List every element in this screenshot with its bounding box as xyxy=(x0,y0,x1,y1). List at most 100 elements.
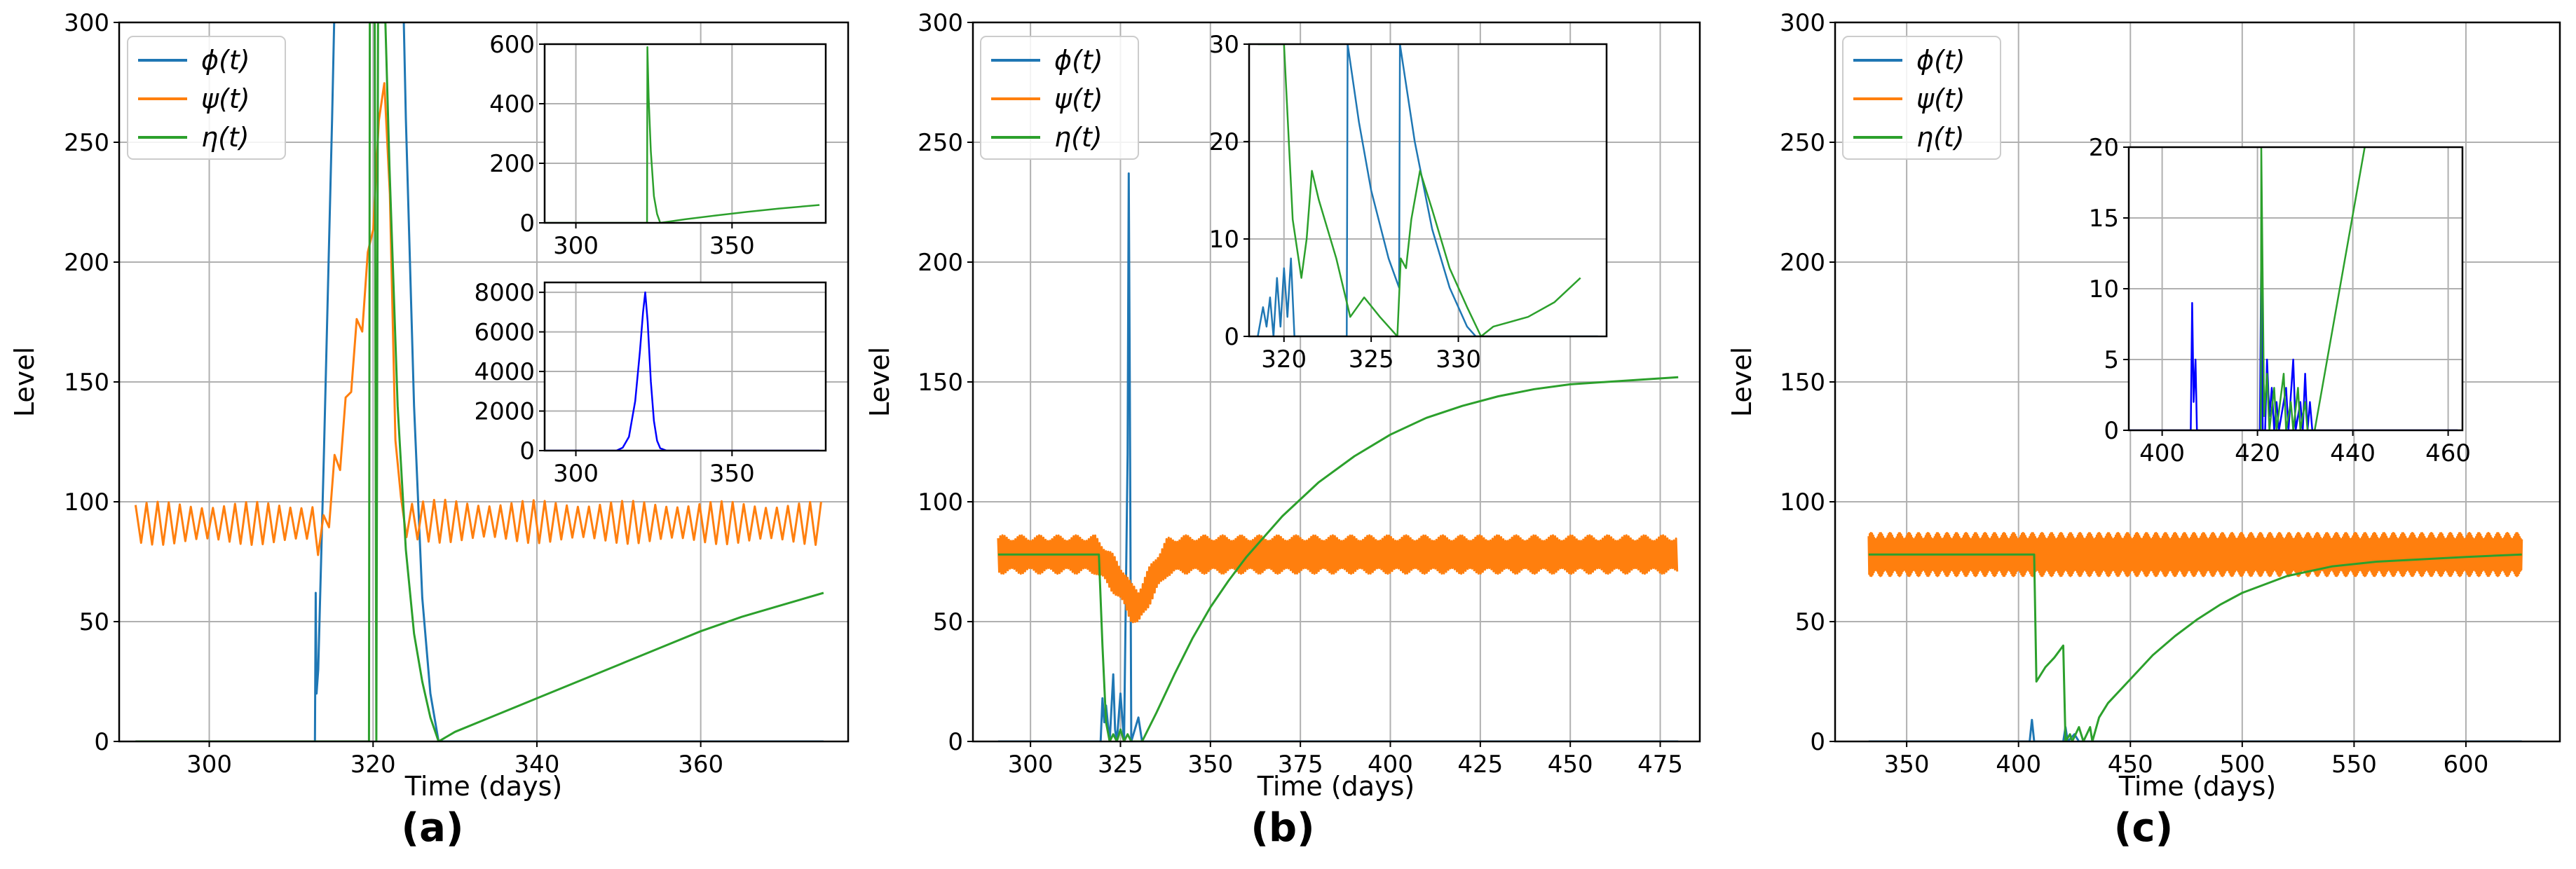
panel-a-inset-2: 300 350 0 2000 4000 6000 8000 xyxy=(474,279,827,488)
panel-b-inset-1-series-eta xyxy=(1258,44,1581,336)
panel-b-xlabel: Time (days) xyxy=(1257,771,1415,802)
panel-c-inset-1-ytick-label: 5 xyxy=(2104,346,2119,374)
panel-a-inset-1-ytick-label: 200 xyxy=(489,150,535,178)
panel-a-inset-1-frame xyxy=(543,43,827,224)
panel-b-xtick-label: 325 xyxy=(1098,751,1143,779)
panel-a-ytick-label: 100 xyxy=(64,488,109,516)
panel-a-ytick-label: 0 xyxy=(94,728,109,756)
panel-a-inset-1-background xyxy=(545,44,826,223)
panel-c-inset-1-xtick-label: 420 xyxy=(2235,439,2280,467)
panel-a-inset-1-ytick-label: 400 xyxy=(489,90,535,118)
panel-c-inset-1-xtick-label: 460 xyxy=(2425,439,2471,467)
panel-a-ytick-label: 200 xyxy=(64,249,109,277)
panel-a-series-psi xyxy=(134,82,822,556)
panel-c-legend-label-eta: η(t) xyxy=(1916,122,1965,153)
panel-c-inset-1: 400 420 440 460 0 5 10 15 20 xyxy=(2089,134,2471,467)
panel-c-xtick-label: 500 xyxy=(2219,751,2265,779)
panel-b-xtick-label: 350 xyxy=(1187,751,1233,779)
panel-b-inset-1-background xyxy=(1249,44,1607,336)
panel-a-ytick-label: 150 xyxy=(64,369,109,397)
panel-c-ytick-label: 50 xyxy=(1795,608,1825,636)
panel-b-ytick-label: 100 xyxy=(918,488,963,516)
panel-a-inset-1-series-eta xyxy=(545,46,820,223)
panel-a-label: (a) xyxy=(402,805,464,851)
panel-b-xtick-label: 450 xyxy=(1548,751,1593,779)
panel-c-series-eta xyxy=(1868,553,2522,741)
panel-b-ytick-label: 150 xyxy=(918,369,963,397)
panel-c-legend-box xyxy=(1842,36,2001,160)
panel-a-inset-2-xtick-label: 300 xyxy=(553,460,599,488)
panel-c-xtick-label: 350 xyxy=(1884,751,1930,779)
panel-c-inset-1-ytick-label: 20 xyxy=(2089,134,2119,162)
panel-b-series-phi xyxy=(997,172,1679,741)
panel-a-xlabel: Time (days) xyxy=(404,771,562,802)
panel-c-xtick-label: 600 xyxy=(2444,751,2489,779)
panel-b-inset-1-ytick-label: 0 xyxy=(1224,323,1239,351)
panel-c-legend-label-psi: ψ(t) xyxy=(1916,83,1965,114)
panel-c-inset-1-ytick-label: 0 xyxy=(2104,417,2119,445)
panel-b-inset-1: 320 325 330 0 10 20 30 xyxy=(1209,31,1608,374)
panel-c-inset-1-ytick-label: 15 xyxy=(2089,205,2119,233)
panel-a-legend: ϕ(t) ψ(t) η(t) xyxy=(127,36,286,160)
panel-b-series-eta xyxy=(997,376,1679,741)
panel-c-inset-1-ytick-label: 10 xyxy=(2089,275,2119,303)
panel-b-xtick-label: 300 xyxy=(1008,751,1054,779)
panel-c-ytick-label: 250 xyxy=(1780,129,1825,157)
panel-b-legend-label-psi: ψ(t) xyxy=(1054,83,1103,114)
panel-a-legend-box xyxy=(127,36,286,160)
panel-a-xtick-label: 300 xyxy=(186,751,232,779)
panel-c-legend-label-phi: ϕ(t) xyxy=(1916,45,1965,76)
panel-b-inset-1-xtick-label: 330 xyxy=(1436,345,1481,374)
panel-a-legend-label-psi: ψ(t) xyxy=(201,83,250,114)
panel-a-inset-2-ytick-label: 8000 xyxy=(474,279,535,307)
panel-c-label: (c) xyxy=(2114,805,2173,851)
panel-c-ytick-label: 300 xyxy=(1780,9,1825,37)
panel-a-xtick-label: 360 xyxy=(678,751,723,779)
panel-b-series-psi xyxy=(997,534,1679,624)
panel-c-xlabel: Time (days) xyxy=(2118,771,2276,802)
panel-a-inset-2-series-inset_blue xyxy=(545,291,820,451)
panel-a: 300 320 340 360 0 50 100 150 200 250 300 Time (days… xyxy=(9,9,850,851)
panel-b-xtick-label: 375 xyxy=(1278,751,1323,779)
panel-b-inset-1-ytick-label: 20 xyxy=(1209,128,1239,156)
panel-c-ytick-label: 0 xyxy=(1810,728,1825,756)
panel-b-inset-1-xtick-label: 325 xyxy=(1349,345,1394,374)
panel-c-xtick-label: 400 xyxy=(1996,751,2041,779)
panel-b-legend-box xyxy=(980,36,1139,160)
panel-b-ytick-label: 300 xyxy=(918,9,963,37)
panel-a-inset-2-ytick-label: 0 xyxy=(519,437,535,465)
panel-a-inset-1-ytick-label: 600 xyxy=(489,31,535,59)
panel-a-inset-2-xtick-label: 350 xyxy=(709,460,755,488)
panel-a-inset-1-ytick-label: 0 xyxy=(519,210,535,238)
panel-c-series-phi xyxy=(1868,718,2522,741)
panel-a-ytick-label: 250 xyxy=(64,129,109,157)
panel-c-xtick-label: 450 xyxy=(2108,751,2153,779)
panel-b-legend-label-phi: ϕ(t) xyxy=(1054,45,1103,76)
panel-a-inset-2-ytick-label: 4000 xyxy=(474,358,535,386)
panel-b-label: (b) xyxy=(1250,805,1314,851)
panel-c-ytick-label: 200 xyxy=(1780,249,1825,277)
panel-a-inset-2-ytick-label: 6000 xyxy=(474,319,535,347)
panel-b: 300 325 350 375 400 425 450 4750501001502002503… xyxy=(864,9,1701,851)
panel-b-ytick-label: 50 xyxy=(933,608,963,636)
panel-a-inset-2-frame xyxy=(543,281,827,452)
panel-a-inset-1-xtick-label: 300 xyxy=(553,232,599,260)
panel-c-ylabel: Level xyxy=(1726,347,1757,417)
panel-b-ylabel: Level xyxy=(864,347,895,417)
panel-b-xtick-label: 475 xyxy=(1637,751,1683,779)
panel-a-inset-2-background xyxy=(545,282,826,451)
panel-c-xtick-label: 550 xyxy=(2331,751,2377,779)
panel-c-ytick-label: 150 xyxy=(1780,369,1825,397)
panel-a-inset-1: 300 350 0 200 400 600 xyxy=(489,31,827,260)
panel-a-inset-1-xtick-label: 350 xyxy=(709,232,755,260)
panel-b-inset-1-ytick-label: 30 xyxy=(1209,31,1239,59)
panel-a-xtick-label: 340 xyxy=(514,751,560,779)
panel-b-inset-1-xtick-label: 320 xyxy=(1261,345,1307,374)
panel-b-ytick-label: 250 xyxy=(918,129,963,157)
panel-c-series-psi xyxy=(1867,532,2523,577)
panel-b-inset-1-frame xyxy=(1248,43,1608,338)
panel-a-series-phi xyxy=(135,22,824,741)
panel-b-inset-1-ytick-label: 10 xyxy=(1209,226,1239,254)
panel-a-ytick-label: 50 xyxy=(79,608,109,636)
panel-a-ytick-label: 300 xyxy=(64,9,109,37)
